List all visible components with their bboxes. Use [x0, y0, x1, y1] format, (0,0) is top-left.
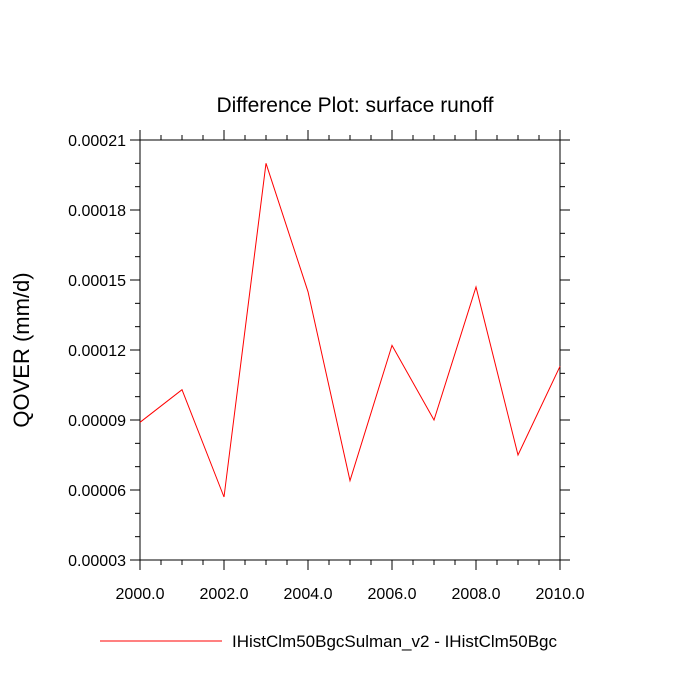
- x-tick-label: 2002.0: [200, 586, 249, 603]
- legend-label: IHistClm50BgcSulman_v2 - IHistClm50Bgc: [232, 632, 557, 651]
- y-tick-label: 0.00009: [68, 413, 126, 430]
- x-tick-label: 2010.0: [536, 586, 585, 603]
- y-axis-label: QOVER (mm/d): [9, 272, 34, 427]
- x-axis: 2000.0 2002.0 2004.0 2006.0 2008.0 2010.0: [116, 130, 585, 603]
- legend: IHistClm50BgcSulman_v2 - IHistClm50Bgc: [100, 632, 557, 651]
- y-tick-label: 0.00021: [68, 133, 126, 150]
- x-tick-label: 2006.0: [368, 586, 417, 603]
- y-axis: 0.00003 0.00006 0.00009 0.00012 0.00015 0.000…: [68, 133, 570, 570]
- y-tick-label: 0.00012: [68, 343, 126, 360]
- x-tick-label: 2008.0: [452, 586, 501, 603]
- plot-frame: [139, 139, 561, 561]
- y-tick-label: 0.00006: [68, 483, 126, 500]
- y-tick-label: 0.00003: [68, 553, 126, 570]
- y-tick-label: 0.00015: [68, 273, 126, 290]
- y-tick-label: 0.00018: [68, 203, 126, 220]
- x-tick-label: 2004.0: [284, 586, 333, 603]
- chart-title: Difference Plot: surface runoff: [216, 94, 493, 117]
- series-layer: [139, 163, 561, 498]
- series-line: [139, 163, 561, 498]
- x-tick-label: 2000.0: [116, 586, 165, 603]
